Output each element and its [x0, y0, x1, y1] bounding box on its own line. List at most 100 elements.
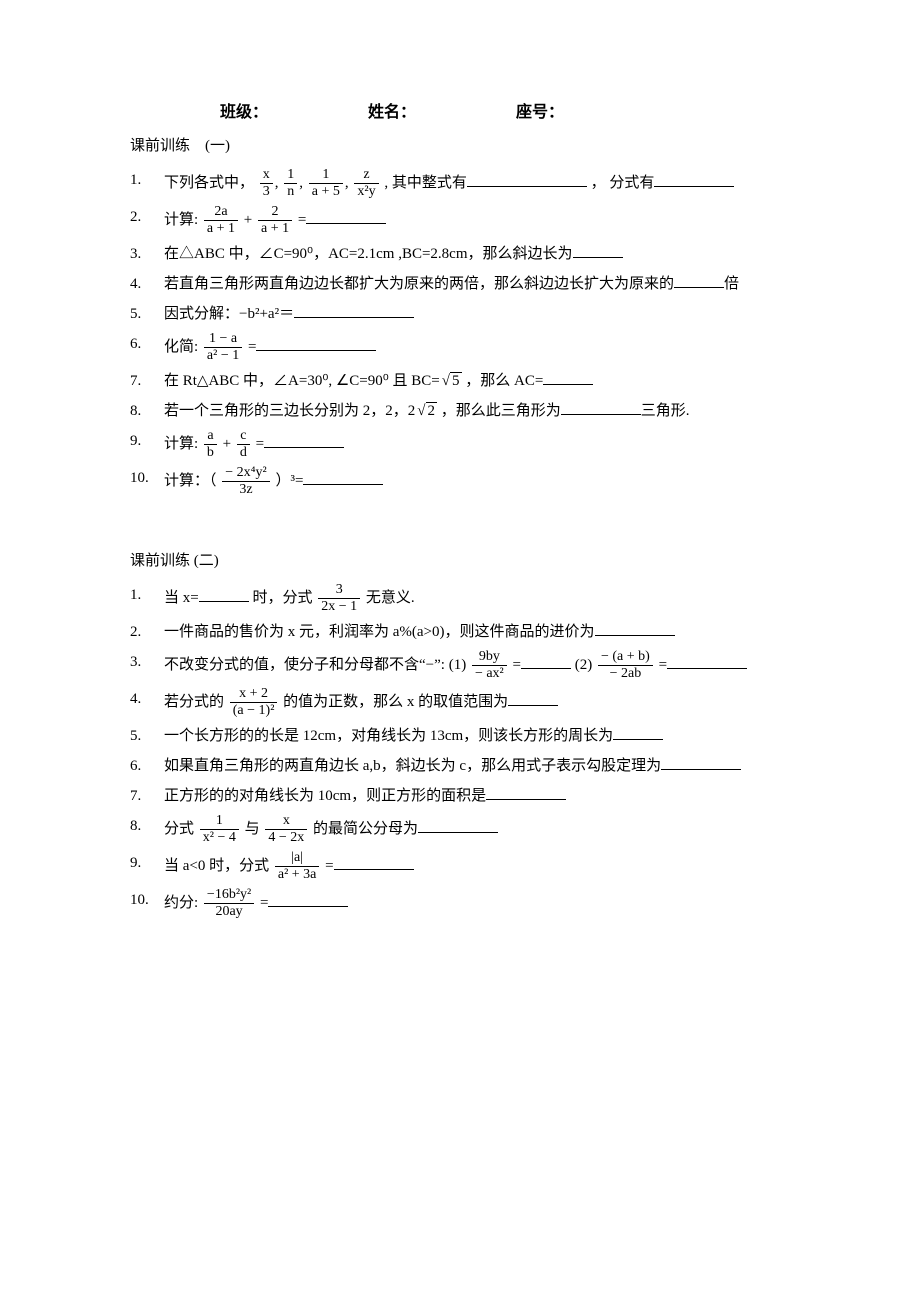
blank — [521, 654, 571, 669]
blank — [264, 433, 344, 448]
frac: x3 — [260, 168, 273, 199]
blank — [595, 621, 675, 636]
s1-q8: 8. 若一个三角形的三边长分别为 2，2，22 ，那么此三角形为三角形. — [130, 399, 800, 423]
text: 计算：（ — [164, 473, 220, 489]
frac: cd — [237, 429, 250, 460]
frac: − (a + b)− 2ab — [598, 650, 653, 681]
blank — [654, 172, 734, 187]
frac: 2a + 1 — [258, 205, 292, 236]
frac: zx²y — [354, 168, 378, 199]
qnum: 5. — [130, 302, 164, 326]
blank — [667, 654, 747, 669]
blank — [543, 370, 593, 385]
qnum: 4. — [130, 687, 164, 711]
set2-title: 课前训练 (二) — [130, 549, 800, 573]
text: 若直角三角形两直角边边长都扩大为原来的两倍，那么斜边边长扩大为原来的 — [164, 276, 674, 292]
text: 约分: — [164, 895, 202, 911]
text: (2) — [575, 657, 593, 673]
text: , 其中整式有 — [384, 175, 467, 191]
header-row: 班级： 姓名： 座号： — [130, 100, 800, 126]
s2-q2: 2. 一件商品的售价为 x 元，利润率为 a%(a>0)，则这件商品的进价为 — [130, 620, 800, 644]
frac: 1x² − 4 — [200, 814, 239, 845]
text: 因式分解：−b²+a²＝ — [164, 306, 294, 322]
text: 无意义. — [366, 590, 415, 606]
qnum: 10. — [130, 466, 164, 490]
qnum: 3. — [130, 242, 164, 266]
text: 分式 — [164, 821, 194, 837]
blank — [294, 303, 414, 318]
blank — [256, 336, 376, 351]
text: = — [256, 436, 264, 452]
frac: 1a + 5 — [309, 168, 343, 199]
frac: 1 − aa² − 1 — [204, 332, 242, 363]
s1-q3: 3. 在△ABC 中，∠C=90⁰，AC=2.1cm ,BC=2.8cm，那么斜… — [130, 242, 800, 266]
qnum: 10. — [130, 888, 164, 912]
s2-q8: 8. 分式 1x² − 4 与 x4 − 2x 的最简公分母为 — [130, 814, 800, 845]
text: = — [298, 212, 306, 228]
s2-q9: 9. 当 a<0 时，分式 |a|a² + 3a = — [130, 851, 800, 882]
s2-q6: 6. 如果直角三角形的两直角边长 a,b，斜边长为 c，那么用式子表示勾股定理为 — [130, 754, 800, 778]
text: = — [513, 657, 521, 673]
s1-q6: 6. 化简: 1 − aa² − 1 = — [130, 332, 800, 363]
text: 三角形. — [641, 403, 690, 419]
blank — [613, 725, 663, 740]
text: 如果直角三角形的两直角边长 a,b，斜边长为 c，那么用式子表示勾股定理为 — [164, 758, 661, 774]
blank — [199, 587, 249, 602]
blank — [674, 273, 724, 288]
qnum: 2. — [130, 205, 164, 229]
s2-q4: 4. 若分式的 x + 2(a − 1)² 的值为正数，那么 x 的取值范围为 — [130, 687, 800, 718]
text: 的最简公分母为 — [313, 821, 418, 837]
blank — [418, 818, 498, 833]
qnum: 5. — [130, 724, 164, 748]
sqrt-icon: 5 — [440, 369, 462, 393]
seat-label: 座号： — [516, 100, 564, 126]
s1-q10: 10. 计算：（ − 2x⁴y²3z ）³= — [130, 466, 800, 497]
frac: |a|a² + 3a — [275, 851, 320, 882]
blank — [486, 785, 566, 800]
text: 化简: — [164, 339, 202, 355]
qnum: 4. — [130, 272, 164, 296]
text: 与 — [245, 821, 260, 837]
sqrt-icon: 2 — [415, 399, 437, 423]
blank — [508, 691, 558, 706]
s2-q10: 10. 约分: −16b²y²20ay = — [130, 888, 800, 919]
s1-q1: 1. 下列各式中， x3, 1n, 1a + 5, zx²y , 其中整式有 ，… — [130, 168, 800, 199]
s1-q4: 4. 若直角三角形两直角边边长都扩大为原来的两倍，那么斜边边长扩大为原来的 倍 — [130, 272, 800, 296]
qnum: 8. — [130, 814, 164, 838]
qnum: 9. — [130, 429, 164, 453]
s2-q7: 7. 正方形的的对角线长为 10cm，则正方形的面积是 — [130, 784, 800, 808]
text: ， 分式有 — [591, 175, 655, 191]
text: 正方形的的对角线长为 10cm，则正方形的面积是 — [164, 788, 486, 804]
s2-q3: 3. 不改变分式的值，使分子和分母都不含“−”: (1) 9by− ax² = … — [130, 650, 800, 681]
frac: 9by− ax² — [472, 650, 507, 681]
text: 的值为正数，那么 x 的取值范围为 — [283, 694, 508, 710]
s1-q7: 7. 在 Rt△ABC 中，∠A=30⁰, ∠C=90⁰ 且 BC=5 ，那么 … — [130, 369, 800, 393]
s2-q5: 5. 一个长方形的的长是 12cm，对角线长为 13cm，则该长方形的周长为 — [130, 724, 800, 748]
frac: x4 − 2x — [265, 814, 307, 845]
qnum: 6. — [130, 332, 164, 356]
text: 下列各式中， — [164, 175, 254, 191]
name-label: 姓名： — [368, 100, 416, 126]
qnum: 7. — [130, 369, 164, 393]
qnum: 2. — [130, 620, 164, 644]
blank — [573, 243, 623, 258]
qnum: 7. — [130, 784, 164, 808]
text: 一个长方形的的长是 12cm，对角线长为 13cm，则该长方形的周长为 — [164, 728, 613, 744]
s1-q5: 5. 因式分解：−b²+a²＝ — [130, 302, 800, 326]
text: = — [260, 895, 268, 911]
s2-q1: 1. 当 x= 时，分式 32x − 1 无意义. — [130, 583, 800, 614]
frac: 32x − 1 — [318, 583, 360, 614]
text: 倍 — [724, 276, 739, 292]
frac: 2aa + 1 — [204, 205, 238, 236]
text: ，那么此三角形为 — [441, 403, 561, 419]
blank — [303, 470, 383, 485]
frac: ab — [204, 429, 217, 460]
text: 若分式的 — [164, 694, 224, 710]
text: 若一个三角形的三边长分别为 2，2，2 — [164, 403, 415, 419]
qnum: 9. — [130, 851, 164, 875]
s1-q2: 2. 计算: 2aa + 1 + 2a + 1 = — [130, 205, 800, 236]
qnum: 1. — [130, 168, 164, 192]
frac: x + 2(a − 1)² — [230, 687, 278, 718]
class-label: 班级： — [220, 100, 268, 126]
text: 当 x= — [164, 590, 199, 606]
